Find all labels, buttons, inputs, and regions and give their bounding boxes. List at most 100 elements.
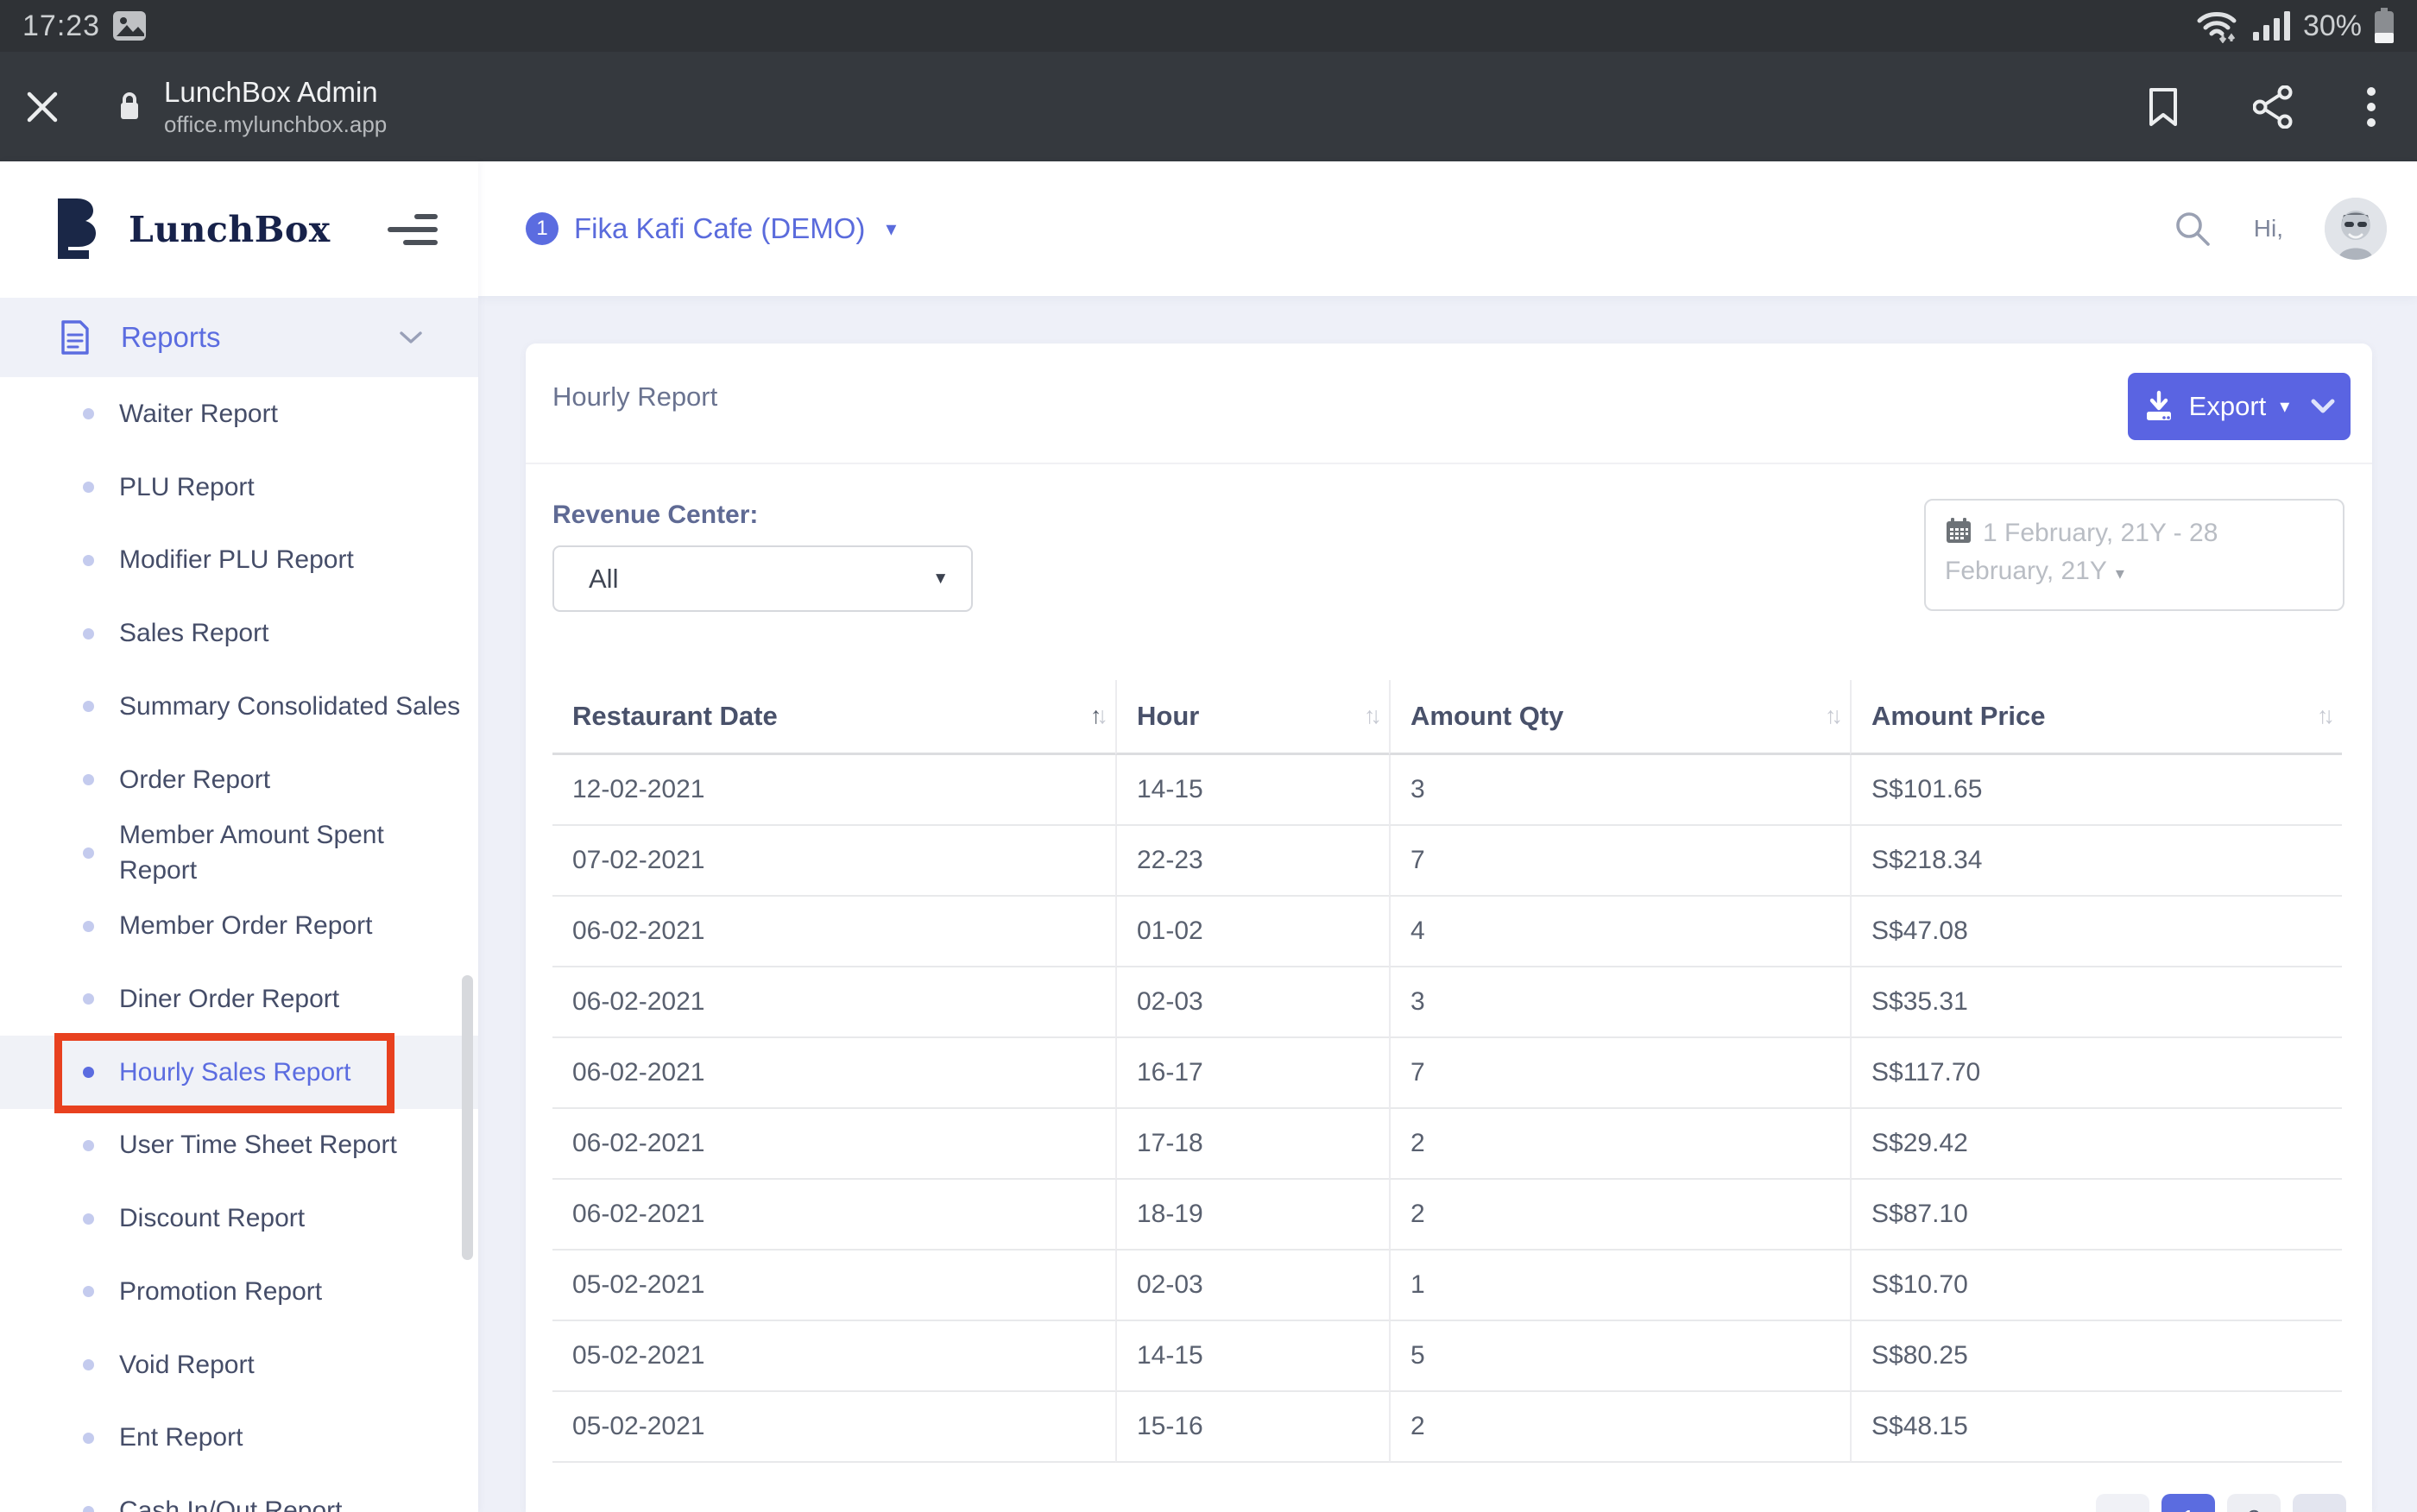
clock: 17:23 xyxy=(22,9,101,42)
bullet-icon xyxy=(83,847,94,859)
revenue-center-label: Revenue Center: xyxy=(552,501,759,529)
report-card: Hourly Report Export ▾ Revenue Center: xyxy=(526,343,2372,1512)
sidebar-item-hourly-sales-report[interactable]: Hourly Sales Report xyxy=(0,1035,478,1109)
bullet-icon xyxy=(83,920,94,932)
sidebar-item-void-report[interactable]: Void Report xyxy=(0,1328,478,1402)
sidebar-item-promotion-report[interactable]: Promotion Report xyxy=(0,1255,478,1328)
bullet-icon xyxy=(83,627,94,639)
status-bar: 17:23 xyxy=(0,0,2417,52)
bullet-icon xyxy=(83,1505,94,1512)
sidebar-item-plu-report[interactable]: PLU Report xyxy=(0,450,478,524)
page-title: LunchBox Admin xyxy=(164,75,378,108)
sidebar-item-member-amount-spent-report[interactable]: Member Amount Spent Report xyxy=(0,816,478,890)
table-row: 06-02-2021 02-03 3 S$35.31 xyxy=(552,967,2342,1038)
battery-icon xyxy=(2374,8,2395,44)
pagination-page-2-button[interactable]: 2 xyxy=(2227,1494,2281,1512)
lunchbox-logo[interactable] xyxy=(49,193,106,266)
select-caret-icon: ▼ xyxy=(932,569,949,588)
app-header: 1 Fika Kafi Cafe (DEMO) ▾ Hi, xyxy=(478,161,2417,296)
table-row: 06-02-2021 18-19 2 S$87.10 xyxy=(552,1180,2342,1251)
revenue-center-select[interactable]: All ▼ xyxy=(552,545,973,612)
table-header-row: Restaurant Date ↑↓ Hour ↑↓ Amount Qty ↑↓… xyxy=(552,680,2342,755)
bullet-icon xyxy=(83,993,94,1005)
date-range-value: 1 February, 21Y - 28 February, 21Y xyxy=(1945,519,2218,585)
hourly-report-table: Restaurant Date ↑↓ Hour ↑↓ Amount Qty ↑↓… xyxy=(552,680,2342,1463)
sidebar-scrollbar[interactable] xyxy=(462,975,473,1260)
sidebar-item-cash-in-out-report[interactable]: Cash In/Out Report xyxy=(0,1474,478,1512)
table-row: 05-02-2021 15-16 2 S$48.15 xyxy=(552,1392,2342,1463)
browser-chrome: LunchBox Admin office.mylunchbox.app xyxy=(0,52,2417,161)
bullet-icon xyxy=(83,1359,94,1371)
export-dropdown-chevron-icon[interactable] xyxy=(2310,398,2336,415)
pagination-prev-button[interactable] xyxy=(2096,1494,2149,1512)
greeting-text: Hi, xyxy=(2253,215,2283,242)
caret-down-icon: ▾ xyxy=(2280,395,2290,417)
calendar-icon xyxy=(1945,517,1972,545)
table-row: 06-02-2021 16-17 7 S$117.70 xyxy=(552,1038,2342,1109)
bullet-icon xyxy=(83,482,94,494)
date-range-picker[interactable]: 1 February, 21Y - 28 February, 21Y ▾ xyxy=(1924,499,2344,611)
table-row: 05-02-2021 02-03 1 S$10.70 xyxy=(552,1251,2342,1321)
browser-menu-icon[interactable] xyxy=(2367,86,2376,128)
search-icon[interactable] xyxy=(2173,209,2212,249)
column-header-amount-qty[interactable]: Amount Qty ↑↓ xyxy=(1389,680,1850,755)
report-title: Hourly Report xyxy=(552,381,718,412)
column-header-amount-price[interactable]: Amount Price ↑↓ xyxy=(1850,680,2342,755)
pagination-page-1-button[interactable]: 1 xyxy=(2161,1494,2215,1512)
sort-icon[interactable]: ↑↓ xyxy=(1825,702,1843,728)
column-header-restaurant-date[interactable]: Restaurant Date ↑↓ xyxy=(552,680,1115,755)
bullet-icon xyxy=(83,1432,94,1444)
bullet-icon xyxy=(83,1139,94,1151)
bullet-icon xyxy=(83,408,94,420)
pagination-next-button[interactable] xyxy=(2293,1494,2346,1512)
sidebar-item-order-report[interactable]: Order Report xyxy=(0,743,478,816)
sidebar-item-diner-order-report[interactable]: Diner Order Report xyxy=(0,962,478,1036)
signal-icon xyxy=(2252,9,2291,42)
table-row: 06-02-2021 17-18 2 S$29.42 xyxy=(552,1109,2342,1180)
sort-icon[interactable]: ↑↓ xyxy=(2317,702,2335,728)
sidebar-item-modifier-plu-report[interactable]: Modifier PLU Report xyxy=(0,524,478,597)
venue-badge: 1 xyxy=(526,212,558,245)
table-row: 12-02-2021 14-15 3 S$101.65 xyxy=(552,755,2342,826)
share-icon[interactable] xyxy=(2253,85,2293,129)
export-button[interactable]: Export ▾ xyxy=(2128,373,2351,440)
sidebar-item-summary-consolidated-sales[interactable]: Summary Consolidated Sales xyxy=(0,670,478,743)
wifi-icon xyxy=(2196,9,2241,43)
revenue-center-value: All xyxy=(589,563,619,594)
sidebar-item-user-time-sheet-report[interactable]: User Time Sheet Report xyxy=(0,1109,478,1182)
sidebar-section-label: Reports xyxy=(121,321,221,353)
close-tab-icon[interactable] xyxy=(26,91,81,123)
sidebar-collapse-icon[interactable] xyxy=(388,214,438,245)
table-row: 06-02-2021 01-02 4 S$47.08 xyxy=(552,897,2342,967)
sidebar-item-ent-report[interactable]: Ent Report xyxy=(0,1402,478,1475)
sidebar-item-waiter-report[interactable]: Waiter Report xyxy=(0,377,478,450)
venue-selector[interactable]: 1 Fika Kafi Cafe (DEMO) ▾ xyxy=(526,212,896,245)
pagination: 1 2 xyxy=(2096,1494,2346,1512)
avatar[interactable] xyxy=(2325,198,2387,260)
sidebar-item-discount-report[interactable]: Discount Report xyxy=(0,1181,478,1255)
bullet-icon xyxy=(83,1067,94,1079)
card-header: Hourly Report Export ▾ xyxy=(526,343,2372,464)
caret-down-icon: ▾ xyxy=(2115,564,2124,583)
column-header-hour[interactable]: Hour ↑↓ xyxy=(1115,680,1389,755)
sidebar: LunchBox Reports Waiter Report PLU Repor… xyxy=(0,161,478,1512)
sidebar-item-sales-report[interactable]: Sales Report xyxy=(0,596,478,670)
chevron-down-icon xyxy=(399,331,423,344)
sort-icon[interactable]: ↑↓ xyxy=(1090,702,1108,728)
bullet-icon xyxy=(83,554,94,566)
filters-row: Revenue Center: All ▼ 1 February, 21Y - … xyxy=(526,464,2372,680)
sidebar-item-member-order-report[interactable]: Member Order Report xyxy=(0,889,478,962)
download-icon xyxy=(2142,390,2175,423)
brand-name: LunchBox xyxy=(129,209,331,250)
bullet-icon xyxy=(83,1286,94,1298)
sidebar-nav: Waiter Report PLU Report Modifier PLU Re… xyxy=(0,377,478,1512)
sidebar-section-reports[interactable]: Reports xyxy=(0,298,478,377)
sort-icon[interactable]: ↑↓ xyxy=(1364,702,1382,728)
bullet-icon xyxy=(83,774,94,786)
venue-name: Fika Kafi Cafe (DEMO) xyxy=(574,212,866,244)
page-url[interactable]: office.mylunchbox.app xyxy=(164,110,388,137)
caret-down-icon: ▾ xyxy=(886,217,897,241)
bullet-icon xyxy=(83,701,94,713)
bookmark-icon[interactable] xyxy=(2148,87,2179,127)
